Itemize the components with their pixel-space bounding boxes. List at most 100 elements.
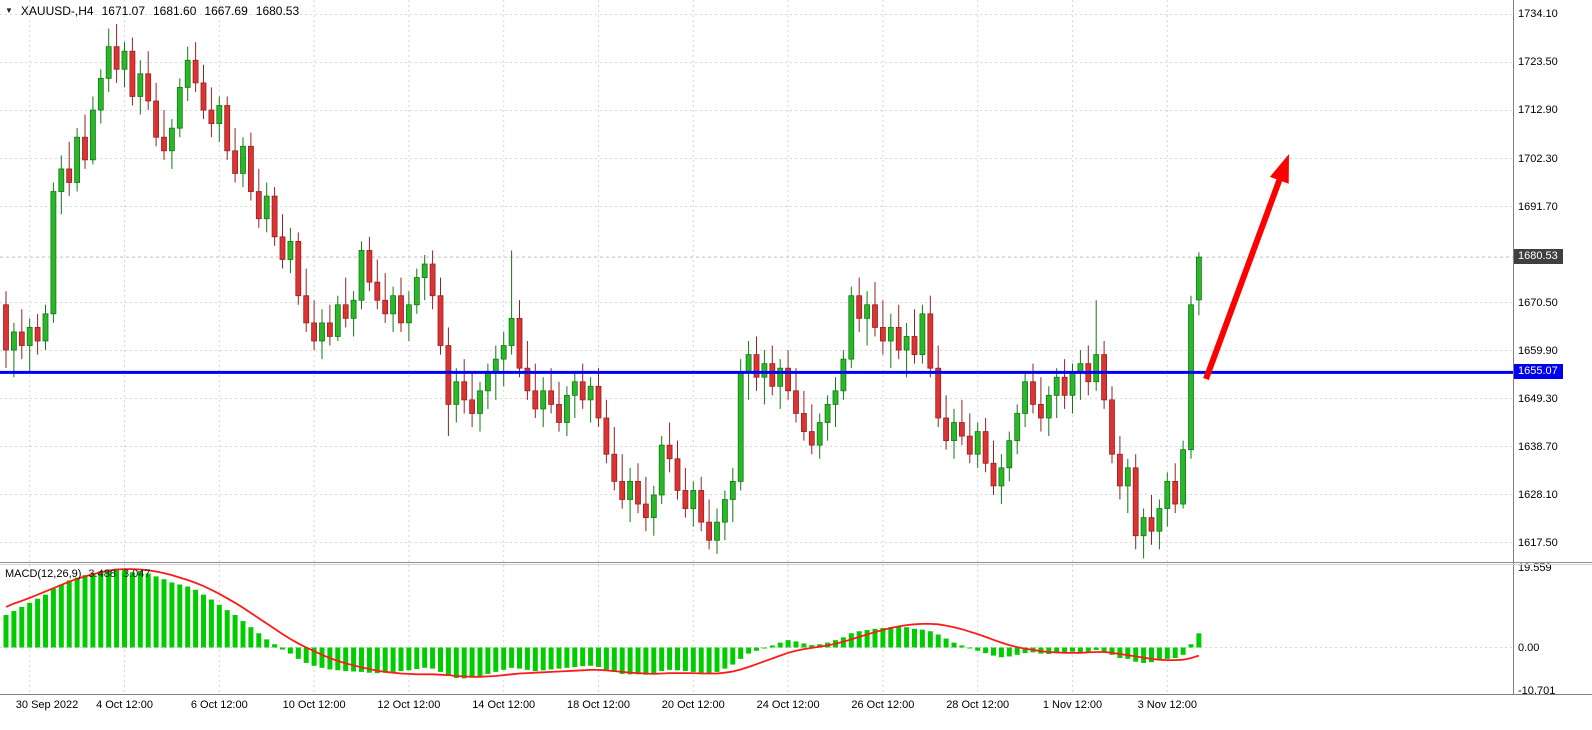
macd-histogram-bar	[572, 647, 578, 668]
macd-histogram-bar	[1156, 647, 1162, 661]
candle-body	[587, 385, 594, 401]
macd-histogram-bar	[1070, 647, 1075, 652]
macd-histogram-bar	[540, 647, 546, 671]
candle-body	[911, 336, 918, 355]
candle-body	[240, 145, 246, 174]
candle-body	[279, 236, 286, 260]
candle-body	[358, 250, 365, 301]
x-axis-label: 3 Nov 12:00	[1137, 699, 1197, 711]
candle-body	[216, 105, 223, 125]
main-chart-area[interactable]	[0, 0, 1513, 562]
support-hline[interactable]	[0, 370, 1513, 374]
candle-body	[390, 295, 397, 315]
candle-body	[974, 431, 981, 455]
macd-histogram-bar	[951, 642, 957, 648]
y-axis-label: 1712.90	[1518, 104, 1558, 117]
candle-body	[769, 363, 776, 387]
macd-histogram-bar	[82, 575, 88, 648]
macd-histogram-bar	[1164, 647, 1170, 659]
macd-histogram-bar	[366, 647, 372, 673]
macd-histogram-bar	[1125, 647, 1131, 659]
macd-histogram-bar	[153, 576, 159, 648]
macd-histogram-bar	[208, 599, 214, 648]
candle-body	[145, 73, 152, 102]
trend-arrow[interactable]	[1203, 154, 1289, 381]
macd-histogram-bar	[548, 647, 554, 670]
macd-histogram-bar	[98, 571, 104, 648]
macd-histogram-bar	[106, 569, 112, 648]
y-axis-label: 1628.10	[1518, 488, 1558, 501]
macd-histogram-bar	[27, 602, 33, 648]
current-price-tag: 1680.53	[1514, 249, 1563, 265]
chart-dropdown-icon[interactable]: ▼	[5, 6, 13, 15]
macd-histogram-bar	[1014, 647, 1020, 655]
macd-indicator-panel[interactable]	[0, 565, 1513, 694]
candle-body	[232, 150, 239, 174]
candle-body	[153, 100, 160, 138]
candle-body	[1061, 376, 1068, 396]
candle-body	[326, 322, 333, 337]
x-axis-label: 18 Oct 12:00	[567, 699, 630, 711]
macd-histogram-bar	[975, 647, 981, 651]
macd-histogram-bar	[864, 630, 870, 648]
x-axis-label: 26 Oct 12:00	[851, 699, 915, 711]
macd-histogram-bar	[461, 647, 467, 679]
macd-histogram-bar	[224, 610, 230, 648]
x-axis-label: 1 Nov 12:00	[1042, 699, 1103, 711]
macd-histogram-bar	[1133, 647, 1139, 662]
macd-histogram-bar	[90, 573, 96, 648]
macd-histogram-bar	[532, 647, 538, 672]
candle-body	[548, 390, 554, 405]
macd-main-value: 3.488	[88, 568, 116, 580]
macd-histogram-bar	[556, 647, 562, 669]
candle-body	[982, 431, 989, 464]
candle-body	[42, 313, 49, 342]
candle-body	[808, 431, 815, 446]
macd-histogram-bar	[991, 647, 996, 656]
candle-body	[872, 304, 878, 328]
macd-histogram-bar	[469, 647, 475, 678]
macd-histogram-bar	[58, 584, 64, 648]
macd-axis-label: -10.701	[1518, 685, 1556, 697]
candle-body	[690, 490, 697, 509]
candle-body	[90, 109, 96, 161]
candle-body	[1156, 508, 1163, 532]
macd-histogram-bar	[145, 573, 151, 648]
candle-body	[263, 195, 270, 220]
candle-body	[990, 462, 997, 487]
macd-histogram-bar	[453, 647, 459, 678]
candle-body	[437, 295, 444, 346]
macd-histogram-bar	[967, 647, 973, 649]
candle-body	[184, 59, 191, 88]
panel-splitter[interactable]	[0, 562, 1592, 563]
candle-body	[793, 390, 799, 414]
candle-body	[176, 87, 183, 129]
macd-histogram-bar	[738, 647, 744, 659]
candle-body	[255, 191, 262, 220]
candle-body	[113, 46, 120, 70]
macd-axis-label: 0.00	[1518, 641, 1540, 654]
candle-body	[1045, 394, 1052, 419]
candle-body	[1117, 453, 1123, 487]
macd-histogram-bar	[445, 647, 451, 676]
macd-histogram-bar	[43, 594, 48, 648]
candle-body	[706, 521, 712, 541]
macd-histogram-bar	[785, 640, 791, 648]
macd-histogram-bar	[19, 606, 25, 648]
macd-histogram-bar	[517, 647, 522, 669]
macd-histogram-bar	[169, 582, 175, 648]
macd-histogram-bar	[1188, 644, 1194, 648]
candle-body	[303, 295, 310, 324]
candle-body	[271, 195, 278, 238]
candle-body	[50, 191, 57, 315]
macd-histogram-bar	[1109, 647, 1115, 655]
macd-histogram-bar	[303, 647, 309, 663]
candle-body	[951, 422, 957, 442]
candle-body	[1101, 354, 1107, 401]
macd-histogram-bar	[1149, 647, 1154, 663]
candle-body	[753, 354, 760, 378]
macd-histogram-bar	[406, 647, 412, 671]
candle-body	[777, 367, 784, 387]
candle-body	[398, 295, 404, 324]
macd-histogram-bar	[627, 647, 633, 675]
